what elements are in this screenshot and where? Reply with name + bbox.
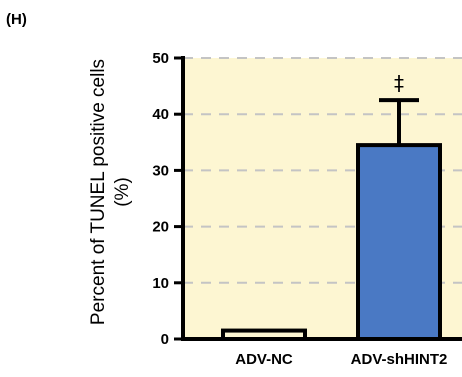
y-tick-label: 0 (161, 331, 169, 348)
y-tick-label: 40 (152, 106, 169, 123)
y-ticks: 0 10 20 30 40 50 (152, 50, 183, 348)
y-axis-title-line2: (%) (112, 177, 133, 207)
x-labels: ADV-NC ADV-shHINT2 (235, 351, 447, 368)
y-tick-label: 10 (152, 275, 169, 292)
x-tick-label: ADV-NC (235, 351, 293, 368)
bar-adv-shhint2 (356, 143, 442, 341)
annotations: ‡ (394, 71, 404, 95)
y-tick-label: 50 (152, 50, 169, 67)
y-tick-label: 20 (152, 219, 169, 236)
significance-marker: ‡ (394, 71, 404, 95)
axes (181, 56, 462, 341)
panel-label: (H) (6, 11, 27, 28)
y-axis-title-line1: Percent of TUNEL positive cells (88, 59, 109, 325)
y-tick-label: 30 (152, 162, 169, 179)
x-tick-label: ADV-shHINT2 (351, 351, 448, 368)
error-bars (379, 98, 419, 146)
